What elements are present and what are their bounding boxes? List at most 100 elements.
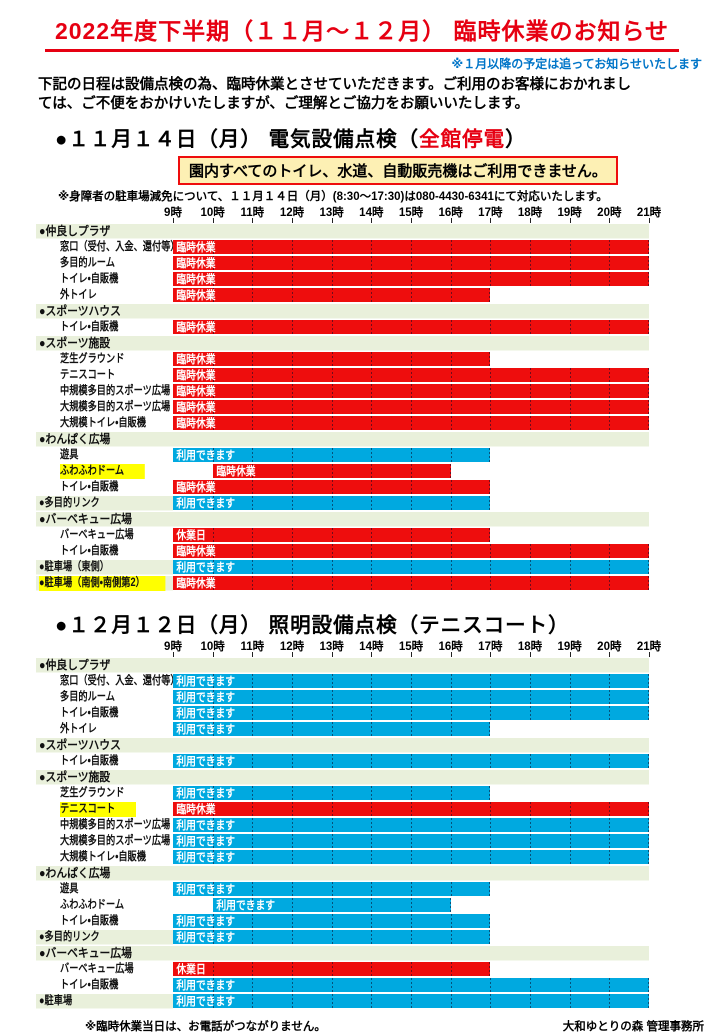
time-label: 20時 xyxy=(597,640,622,653)
facility-label: 中規模多目的スポーツ広場 xyxy=(60,818,171,831)
hour-gridline xyxy=(371,272,373,287)
hour-gridline xyxy=(648,978,649,993)
closed-bar: 臨時休業 xyxy=(173,802,649,817)
hour-gridline xyxy=(450,384,452,399)
schedule-track: 休業日 xyxy=(173,962,649,978)
closed-bar: 臨時休業 xyxy=(173,544,649,559)
hour-gridline xyxy=(530,834,531,849)
time-label: 12時 xyxy=(279,640,305,653)
hour-gridline xyxy=(291,786,293,801)
hour-gridline xyxy=(490,384,492,399)
title-wrap: 2022年度下半期（１１月～１２月） 臨時休業のお知らせ xyxy=(0,0,724,52)
hour-gridline xyxy=(490,368,492,383)
facility-label: 窓口（受付、入金、還付等） xyxy=(60,674,180,687)
hour-gridline xyxy=(331,400,333,415)
january-schedule-note: ※１月以降の予定は追ってお知らせいたします xyxy=(451,57,702,71)
hour-gridline xyxy=(569,400,571,415)
bar-status-text: 休業日 xyxy=(176,964,206,977)
hour-gridline xyxy=(291,882,293,897)
hour-gridline xyxy=(609,400,611,415)
hour-gridline xyxy=(331,352,333,367)
hour-gridline xyxy=(292,272,293,287)
hour-gridline xyxy=(292,368,293,383)
facility-label: ●駐車場（東側） xyxy=(39,560,109,573)
hour-gridline xyxy=(450,400,452,415)
hour-gridline xyxy=(530,320,531,335)
bar-status-text: 利用できます xyxy=(176,724,236,737)
open-bar: 利用できます xyxy=(173,786,491,801)
hour-gridline xyxy=(371,978,373,993)
hour-gridline xyxy=(569,978,571,993)
facility-label-cell: ●多目的リンク xyxy=(36,929,173,946)
facility-row: 窓口（受付、入金、還付等） 臨時休業 xyxy=(36,240,649,256)
facility-row: トイレ・自販機 臨時休業 xyxy=(36,480,649,496)
facility-row: 多目的ルーム 利用できます xyxy=(36,690,649,706)
hour-gridline xyxy=(331,368,333,383)
facility-label-cell: バーベキュー広場 xyxy=(36,528,173,544)
time-label: 17時 xyxy=(478,640,503,653)
hour-gridline xyxy=(371,962,373,977)
hour-gridline xyxy=(490,978,492,993)
axis-tick xyxy=(173,217,174,223)
hour-gridline xyxy=(252,256,254,271)
hour-gridline xyxy=(292,320,293,335)
hour-gridline xyxy=(212,320,214,335)
schedule-track: 臨時休業 xyxy=(173,802,649,818)
hour-gridline xyxy=(252,754,254,769)
facility-label: テニスコート xyxy=(60,801,136,818)
bar-status-text: 利用できます xyxy=(176,676,236,689)
hour-gridline xyxy=(331,962,333,977)
hour-gridline xyxy=(530,994,531,1009)
hour-gridline xyxy=(212,914,214,929)
hour-gridline xyxy=(291,480,293,495)
facility-label: トイレ・自販機 xyxy=(60,914,119,927)
bar-status-text: 臨時休業 xyxy=(176,274,216,287)
hour-gridline xyxy=(212,496,214,511)
hour-gridline xyxy=(252,400,254,415)
facility-row: ふわふわドーム 臨時休業 xyxy=(36,463,649,480)
hour-gridline xyxy=(450,754,452,769)
hour-gridline xyxy=(212,544,214,559)
category-row: ●仲良しプラザ xyxy=(36,657,649,674)
category-label: ●わんぱく広場 xyxy=(39,431,111,446)
bar-status-text: 臨時休業 xyxy=(176,354,216,367)
schedule-track: 臨時休業 xyxy=(173,272,649,288)
hour-gridline xyxy=(569,818,571,833)
facility-label-cell: トイレ・自販機 xyxy=(36,706,173,722)
schedule-rows: ●仲良しプラザ 窓口（受付、入金、還付等） 臨時休業 多目的ルーム 臨時休業 トイレ・自販… xyxy=(36,223,649,592)
facility-label: トイレ・自販機 xyxy=(60,706,119,719)
facility-label: トイレ・自販機 xyxy=(60,544,119,557)
facility-label: ●多目的リンク xyxy=(39,496,100,509)
section1-heading-prefix: ●１１月１４日（月） 電気設備点検（ xyxy=(55,127,420,151)
hour-gridline xyxy=(530,576,531,591)
schedule-track: 利用できます xyxy=(173,690,649,706)
hour-gridline xyxy=(411,818,412,833)
bar-status-text: 利用できます xyxy=(176,756,236,769)
schedule-track: 臨時休業 xyxy=(173,464,649,480)
hour-gridline xyxy=(291,930,293,945)
hour-gridline xyxy=(411,560,412,575)
facility-label-cell: ●駐車場（東側） xyxy=(36,559,173,576)
hour-gridline xyxy=(411,834,412,849)
hour-gridline xyxy=(212,480,214,495)
hour-gridline xyxy=(609,754,611,769)
category-label: ●スポーツハウス xyxy=(39,303,121,318)
hour-gridline xyxy=(489,448,491,463)
hour-gridline xyxy=(410,882,412,897)
hour-gridline xyxy=(292,754,293,769)
schedule-track: 利用できます xyxy=(173,994,649,1010)
hour-gridline xyxy=(371,560,373,575)
schedule-track: 臨時休業 xyxy=(173,288,649,304)
axis-tick xyxy=(292,651,293,657)
hour-gridline xyxy=(569,706,571,721)
facility-label-cell: 中規模多目的スポーツ広場 xyxy=(36,818,173,834)
facility-label: バーベキュー広場 xyxy=(60,962,134,975)
hour-gridline xyxy=(331,320,333,335)
hour-gridline xyxy=(371,544,373,559)
hour-gridline xyxy=(371,882,373,897)
axis-tick xyxy=(609,217,611,223)
hour-gridline xyxy=(292,674,293,689)
hour-gridline xyxy=(371,528,373,543)
hour-gridline xyxy=(411,978,412,993)
facility-row: ふわふわドーム 利用できます xyxy=(36,898,649,914)
